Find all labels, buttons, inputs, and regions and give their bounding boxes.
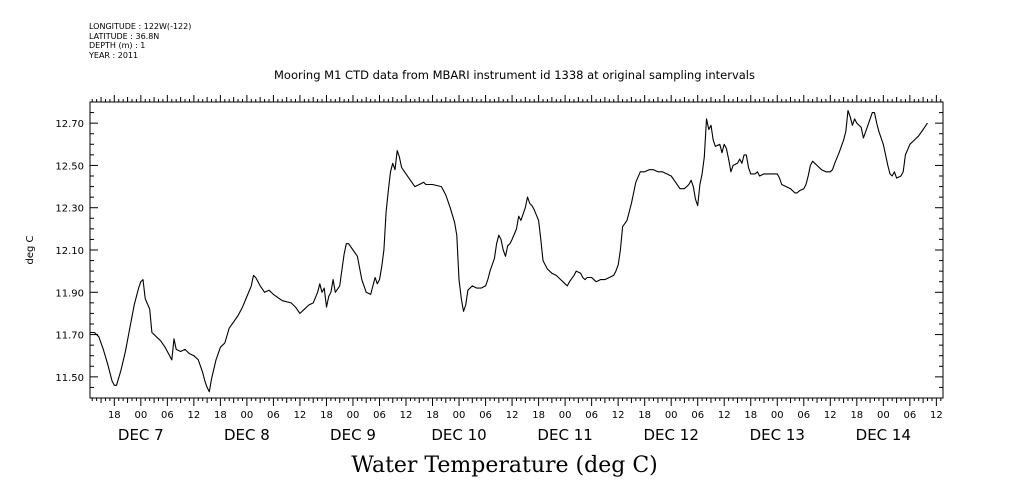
y-tick-label: 12.30	[55, 204, 84, 215]
x-hour-label: 18	[850, 410, 863, 421]
longitude-label: LONGITUDE : 122W(-122)	[89, 22, 192, 31]
y-tick-label: 12.50	[55, 161, 84, 172]
y-tick-label: 11.50	[55, 373, 84, 384]
x-hour-label: 18	[214, 410, 227, 421]
x-hour-label: 06	[479, 410, 492, 421]
axis-tick-labels: 11.50 11.70 11.90 12.10 12.30 12.50 12.70 18 00 0…	[55, 119, 942, 444]
x-hour-label: 12	[718, 410, 731, 421]
x-hour-label: 00	[453, 410, 466, 421]
axis-ticks	[90, 95, 943, 406]
x-axis-label: Water Temperature (deg C)	[351, 453, 658, 478]
x-hour-label: 00	[347, 410, 360, 421]
x-hour-label: 06	[585, 410, 598, 421]
x-hour-label: 12	[612, 410, 625, 421]
x-hour-label: 00	[771, 410, 784, 421]
x-hour-label: 06	[373, 410, 386, 421]
y-tick-label: 12.70	[55, 119, 84, 130]
x-hour-label: 06	[797, 410, 810, 421]
x-hour-label: 18	[638, 410, 651, 421]
x-hour-label: 00	[877, 410, 890, 421]
x-day-label: DEC 11	[537, 426, 592, 444]
x-day-label: DEC 7	[118, 426, 164, 444]
y-tick-label: 11.90	[55, 288, 84, 299]
x-hour-label: 18	[532, 410, 545, 421]
x-hour-label: 12	[294, 410, 307, 421]
metadata-block: LONGITUDE : 122W(-122) LATITUDE : 36.8N …	[89, 22, 191, 60]
x-hour-label: 06	[903, 410, 916, 421]
y-tick-label: 11.70	[55, 331, 84, 342]
x-hour-label: 12	[400, 410, 413, 421]
y-axis-label: deg C	[25, 235, 36, 264]
x-hour-label: 12	[187, 410, 200, 421]
x-hour-label: 18	[320, 410, 333, 421]
x-hour-label: 00	[559, 410, 572, 421]
chart-title: Mooring M1 CTD data from MBARI instrumen…	[274, 68, 755, 82]
x-hour-label: 00	[665, 410, 678, 421]
x-day-label: DEC 9	[330, 426, 376, 444]
series-line-0	[90, 109, 928, 393]
x-hour-label: 18	[426, 410, 439, 421]
latitude-label: LATITUDE : 36.8N	[89, 31, 160, 41]
x-day-label: DEC 13	[750, 426, 805, 444]
x-hour-label: 12	[824, 410, 837, 421]
x-day-label: DEC 14	[856, 426, 911, 444]
x-hour-label: 00	[241, 410, 254, 421]
x-hour-label: 00	[134, 410, 147, 421]
x-hour-label: 06	[161, 410, 174, 421]
x-day-label: DEC 10	[431, 426, 486, 444]
x-hour-label: 18	[744, 410, 757, 421]
x-day-label: DEC 8	[224, 426, 270, 444]
x-hour-label: 06	[267, 410, 280, 421]
depth-label: DEPTH (m) : 1	[89, 41, 146, 50]
x-hour-label: 12	[930, 410, 943, 421]
x-day-label: DEC 12	[644, 426, 699, 444]
x-hour-label: 18	[108, 410, 121, 421]
y-tick-label: 12.10	[55, 246, 84, 257]
x-hour-label: 12	[506, 410, 519, 421]
x-hour-label: 06	[691, 410, 704, 421]
series-layer	[90, 109, 928, 393]
year-label: YEAR : 2011	[89, 50, 139, 60]
